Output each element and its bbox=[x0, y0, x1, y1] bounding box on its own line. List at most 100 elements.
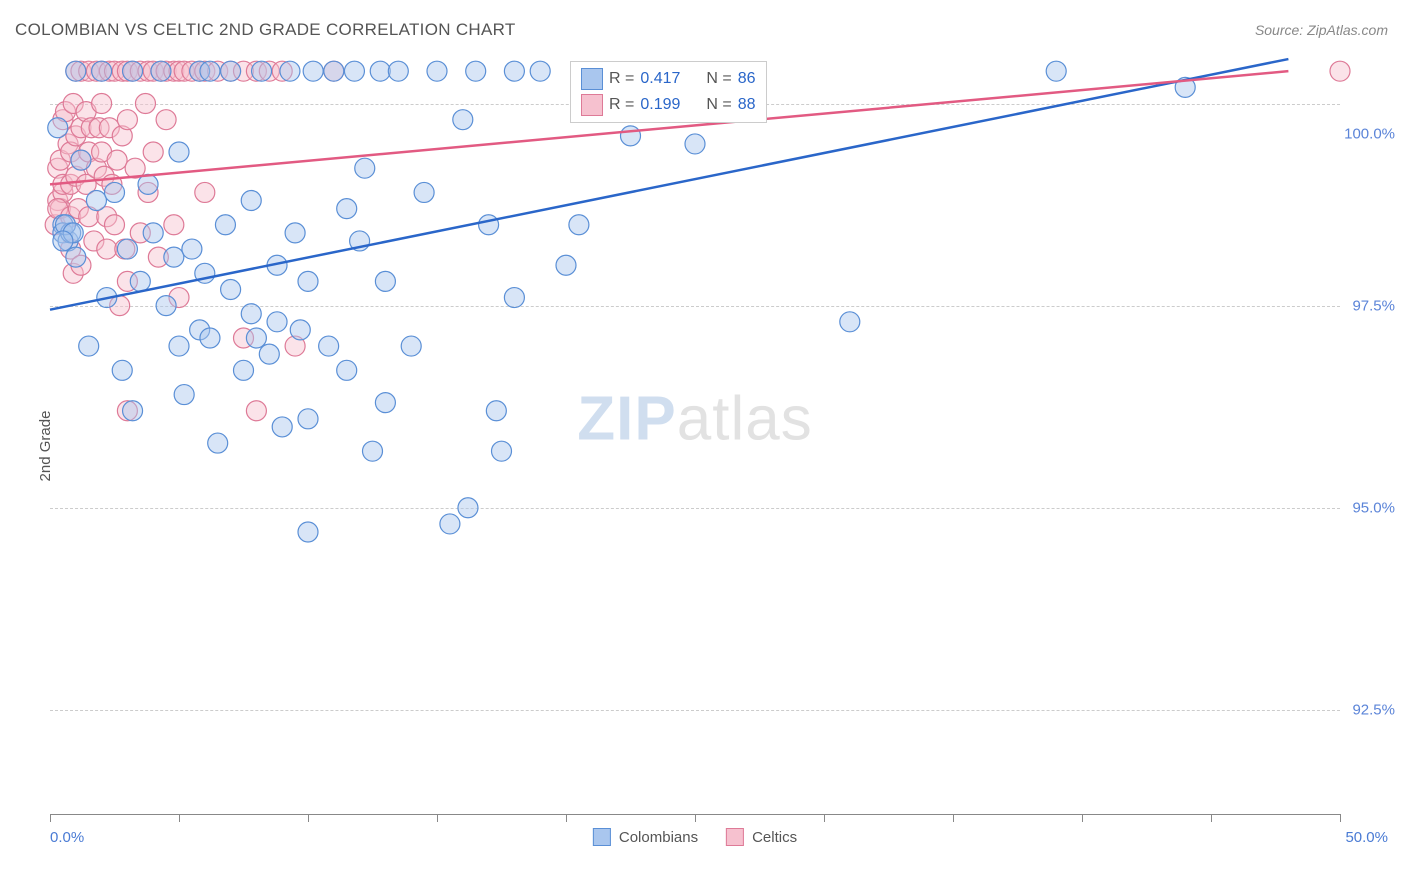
data-point bbox=[48, 118, 68, 138]
data-point bbox=[143, 223, 163, 243]
data-point bbox=[79, 336, 99, 356]
data-point bbox=[285, 223, 305, 243]
data-point bbox=[375, 271, 395, 291]
data-point bbox=[486, 401, 506, 421]
data-point bbox=[252, 61, 272, 81]
data-point bbox=[156, 110, 176, 130]
data-point bbox=[319, 336, 339, 356]
data-point bbox=[169, 336, 189, 356]
x-tick bbox=[179, 814, 180, 822]
data-point bbox=[112, 360, 132, 380]
n-label: N = bbox=[706, 70, 731, 88]
data-point bbox=[303, 61, 323, 81]
data-point bbox=[123, 61, 143, 81]
legend-label: Celtics bbox=[752, 829, 797, 846]
data-point bbox=[569, 215, 589, 235]
n-value: 86 bbox=[738, 70, 756, 88]
data-point bbox=[440, 514, 460, 534]
data-point bbox=[123, 401, 143, 421]
data-point bbox=[200, 61, 220, 81]
r-label: R = bbox=[609, 70, 634, 88]
data-point bbox=[215, 215, 235, 235]
data-point bbox=[388, 61, 408, 81]
data-point bbox=[621, 126, 641, 146]
data-point bbox=[200, 328, 220, 348]
data-point bbox=[169, 142, 189, 162]
x-tick bbox=[566, 814, 567, 822]
data-point bbox=[458, 498, 478, 518]
data-point bbox=[117, 110, 137, 130]
data-point bbox=[298, 409, 318, 429]
data-point bbox=[66, 61, 86, 81]
x-axis-min-label: 0.0% bbox=[50, 829, 84, 846]
data-point bbox=[241, 191, 261, 211]
data-point bbox=[375, 393, 395, 413]
data-point bbox=[164, 215, 184, 235]
data-point bbox=[504, 288, 524, 308]
r-label: R = bbox=[609, 96, 634, 114]
data-point bbox=[298, 522, 318, 542]
data-point bbox=[97, 239, 117, 259]
source-label: Source: ZipAtlas.com bbox=[1255, 22, 1388, 38]
chart-title: COLOMBIAN VS CELTIC 2ND GRADE CORRELATIO… bbox=[15, 20, 516, 40]
legend-swatch bbox=[581, 68, 603, 90]
legend-row: R = 0.417 N = 86 bbox=[581, 66, 756, 92]
data-point bbox=[164, 247, 184, 267]
data-point bbox=[414, 182, 434, 202]
data-point bbox=[182, 239, 202, 259]
data-point bbox=[401, 336, 421, 356]
data-point bbox=[298, 271, 318, 291]
data-point bbox=[685, 134, 705, 154]
data-point bbox=[117, 239, 137, 259]
data-point bbox=[246, 328, 266, 348]
data-point bbox=[370, 61, 390, 81]
data-point bbox=[143, 142, 163, 162]
data-point bbox=[92, 61, 112, 81]
x-tick bbox=[1082, 814, 1083, 822]
x-tick bbox=[308, 814, 309, 822]
r-value: 0.417 bbox=[640, 70, 680, 88]
data-point bbox=[1046, 61, 1066, 81]
data-point bbox=[344, 61, 364, 81]
n-label: N = bbox=[706, 96, 731, 114]
data-point bbox=[280, 61, 300, 81]
data-point bbox=[174, 385, 194, 405]
data-point bbox=[324, 61, 344, 81]
data-point bbox=[337, 360, 357, 380]
data-point bbox=[363, 441, 383, 461]
legend-item: Celtics bbox=[726, 828, 797, 846]
x-tick bbox=[437, 814, 438, 822]
x-tick bbox=[50, 814, 51, 822]
data-point bbox=[1330, 61, 1350, 81]
data-point bbox=[151, 61, 171, 81]
data-point bbox=[246, 401, 266, 421]
data-point bbox=[195, 182, 215, 202]
data-point bbox=[530, 61, 550, 81]
series-legend: Colombians Celtics bbox=[593, 828, 797, 846]
data-point bbox=[130, 271, 150, 291]
chart-svg bbox=[50, 55, 1340, 814]
y-tick-label: 100.0% bbox=[1344, 125, 1395, 142]
data-point bbox=[492, 441, 512, 461]
data-point bbox=[453, 110, 473, 130]
r-value: 0.199 bbox=[640, 96, 680, 114]
data-point bbox=[479, 215, 499, 235]
data-point bbox=[221, 279, 241, 299]
plot-area: 92.5%95.0%97.5%100.0% ZIPatlas R =0.417N… bbox=[50, 55, 1340, 815]
x-tick bbox=[695, 814, 696, 822]
x-axis-max-label: 50.0% bbox=[1345, 829, 1388, 846]
data-point bbox=[86, 191, 106, 211]
data-point bbox=[208, 433, 228, 453]
data-point bbox=[71, 150, 91, 170]
data-point bbox=[135, 94, 155, 114]
data-point bbox=[138, 174, 158, 194]
data-point bbox=[504, 61, 524, 81]
legend-swatch bbox=[593, 828, 611, 846]
data-point bbox=[105, 215, 125, 235]
legend-label: Colombians bbox=[619, 829, 698, 846]
y-tick-label: 95.0% bbox=[1352, 499, 1395, 516]
x-tick bbox=[953, 814, 954, 822]
data-point bbox=[355, 158, 375, 178]
legend-item: Colombians bbox=[593, 828, 698, 846]
y-tick-label: 92.5% bbox=[1352, 701, 1395, 718]
